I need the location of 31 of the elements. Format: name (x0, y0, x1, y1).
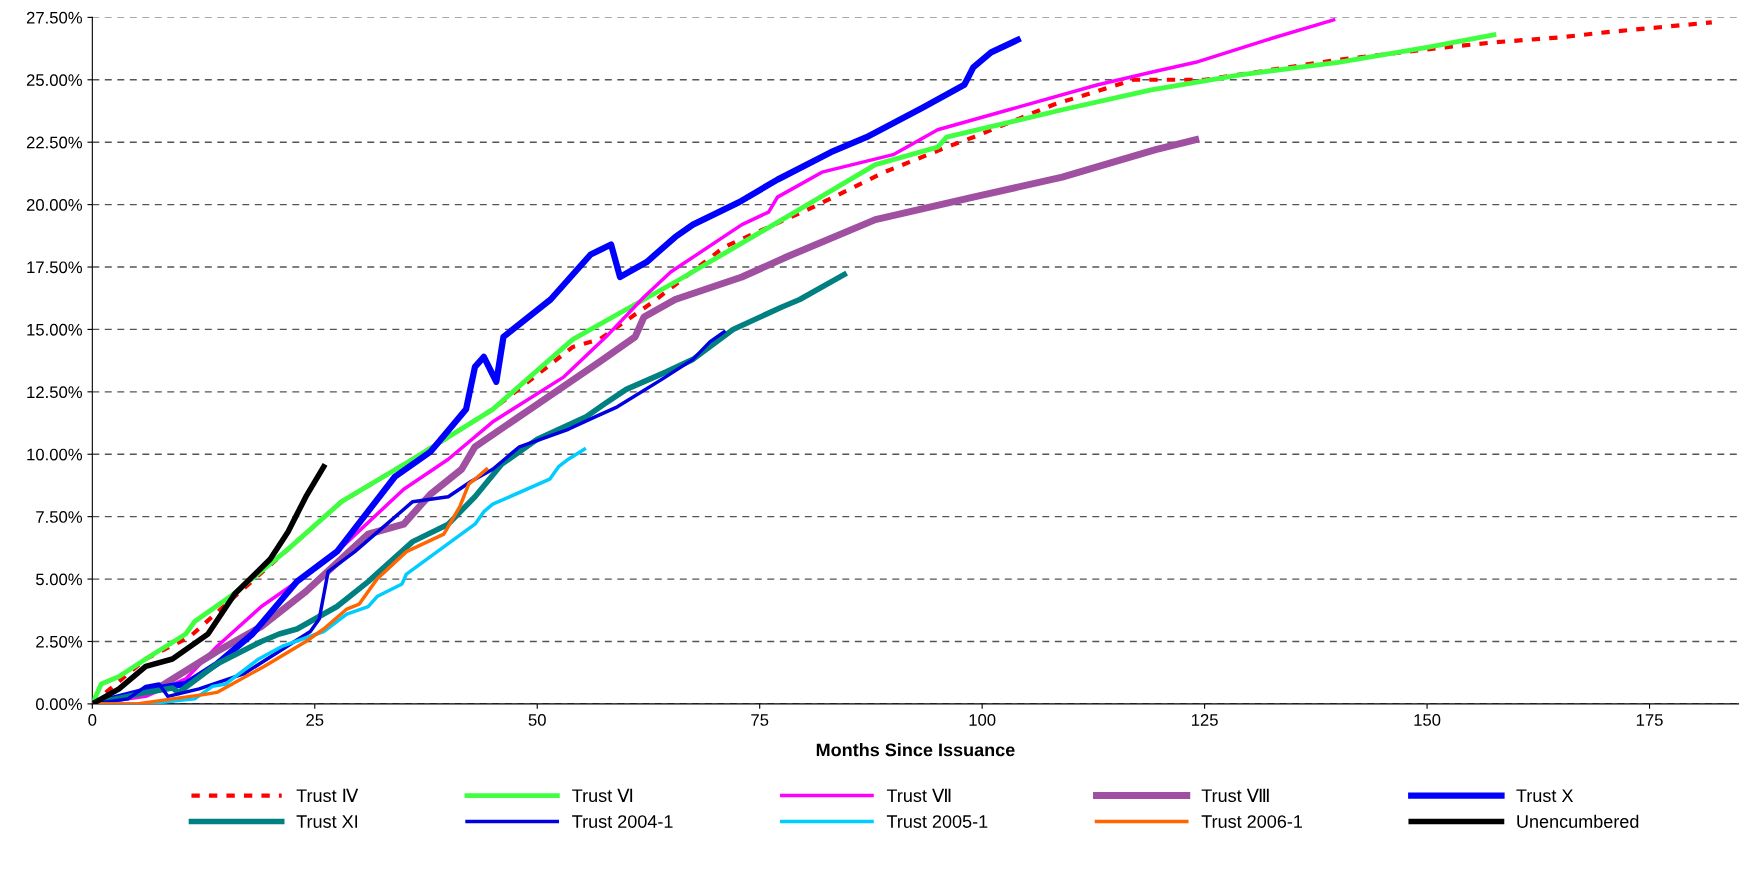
y-tick-label: 27.50% (26, 11, 83, 24)
legend-label: Trust 2005-1 (886, 815, 988, 828)
y-tick-label: 0.00% (36, 698, 83, 711)
x-tick-label: 50 (528, 714, 546, 726)
legend-label: Trust X (1516, 789, 1574, 803)
legend-label: Trust XI (296, 815, 358, 828)
legend-label: Trust Ⅷ (1201, 788, 1269, 803)
x-tick-label: 100 (969, 714, 996, 726)
y-tick-label: 12.50% (27, 386, 83, 399)
y-tick-label: 22.50% (26, 136, 83, 149)
x-tick-label: 150 (1414, 714, 1441, 726)
x-axis-title: Months Since Issuance (816, 743, 1015, 757)
legend-label: Trust Ⅵ (572, 788, 633, 803)
y-tick-label: 25.00% (26, 74, 83, 86)
y-tick-label: 15.00% (27, 323, 83, 336)
x-tick-label: 25 (306, 714, 324, 726)
y-tick-label: 7.50% (36, 511, 83, 523)
y-tick-label: 20.00% (26, 199, 83, 211)
y-tick-label: 2.50% (36, 635, 83, 648)
legend-label: Unencumbered (1517, 814, 1639, 828)
legend-label: Trust Ⅶ (886, 788, 951, 803)
legend-label: Trust Ⅳ (296, 788, 359, 803)
x-tick-label: 125 (1191, 714, 1218, 726)
y-tick-label: 5.00% (36, 573, 83, 586)
y-tick-label: 17.50% (27, 261, 83, 274)
legend-label: Trust 2004-1 (572, 815, 673, 828)
legend-label: Trust 2006-1 (1201, 815, 1303, 828)
y-tick-label: 10.00% (27, 448, 83, 461)
x-tick-label: 75 (751, 714, 769, 726)
x-tick-label: 175 (1636, 714, 1663, 726)
x-tick-label: 0 (88, 714, 97, 726)
